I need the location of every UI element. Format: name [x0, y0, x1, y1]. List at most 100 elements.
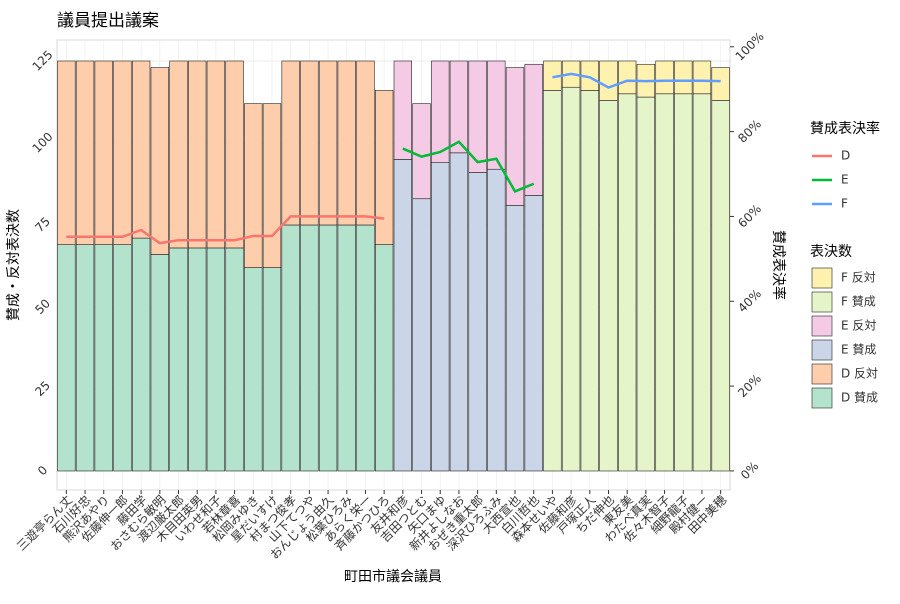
bar: [57, 60, 76, 245]
bar: [75, 244, 95, 472]
y2-tick-label: 0%: [738, 459, 761, 482]
bar: [636, 96, 656, 472]
legend-label: E 賛成: [841, 343, 876, 357]
bar: [206, 247, 226, 472]
legend-swatch: [811, 339, 833, 361]
bar: [337, 60, 356, 226]
bar: [543, 90, 562, 472]
chart-title: 議員提出議案: [57, 11, 159, 31]
bar: [692, 93, 712, 472]
y2-tick-label: 60%: [735, 202, 764, 231]
bar: [131, 237, 151, 472]
legend-label: E: [841, 173, 849, 187]
legend-swatch: [811, 387, 833, 409]
bar: [57, 244, 76, 472]
bar: [262, 267, 282, 472]
bar: [618, 60, 637, 95]
x-axis-title: 町田市議会議員: [344, 568, 442, 585]
y2-tick-label: 80%: [735, 117, 764, 146]
bar: [113, 244, 132, 472]
y-tick-label: 0: [35, 463, 50, 478]
bar: [188, 247, 207, 472]
bar: [674, 60, 693, 95]
y-tick-label: 75: [32, 214, 53, 235]
bar: [487, 168, 506, 472]
bar: [318, 60, 338, 226]
bar: [337, 224, 356, 472]
legend-label: D: [841, 149, 850, 163]
bar: [449, 152, 469, 472]
bar: [356, 60, 375, 226]
bar: [225, 247, 244, 472]
bar: [655, 93, 674, 472]
legend-swatch: [811, 267, 833, 289]
bar: [393, 159, 412, 472]
bar: [131, 60, 151, 239]
bar: [449, 60, 469, 154]
bar: [599, 60, 618, 101]
bar: [300, 224, 319, 472]
bar: [75, 60, 95, 245]
legend-label: F: [841, 197, 848, 211]
bar: [375, 244, 394, 472]
bar: [711, 67, 730, 101]
bar: [561, 86, 581, 472]
bar: [169, 60, 188, 249]
y2-tick-label: 100%: [733, 29, 767, 63]
y-tick-label: 50: [32, 296, 53, 317]
bar: [412, 198, 431, 472]
y2-tick-label: 20%: [735, 371, 764, 400]
rate-line: [402, 140, 535, 193]
bar: [431, 162, 450, 472]
y-tick-label: 25: [32, 378, 53, 399]
bar: [281, 224, 300, 472]
bar: [412, 103, 431, 200]
bar: [188, 60, 207, 249]
bar: [94, 60, 113, 245]
y-tick-label: 125: [30, 48, 56, 74]
legend-swatch: [811, 291, 833, 313]
bar: [281, 60, 300, 226]
bar: [618, 93, 637, 472]
legend-label: F 賛成: [841, 295, 876, 309]
bar: [468, 172, 487, 472]
bar: [318, 224, 338, 472]
bar: [487, 60, 506, 170]
bar: [94, 244, 113, 472]
bar: [262, 103, 282, 268]
bar: [150, 67, 169, 255]
bar: [505, 205, 525, 472]
bar: [711, 100, 730, 472]
plot-panel: [56, 39, 731, 491]
rate-line: [66, 215, 385, 245]
bar: [206, 60, 226, 249]
bar: [431, 60, 450, 163]
legend-label: E 反対: [841, 319, 876, 333]
bar: [580, 90, 599, 472]
bar: [524, 63, 543, 196]
bar: [244, 267, 263, 472]
bar: [225, 60, 244, 249]
legend-label: F 反対: [841, 271, 876, 285]
y2-tick-label: 40%: [735, 287, 764, 316]
y-tick-label: 100: [30, 130, 56, 156]
bar: [300, 60, 319, 226]
bar: [468, 60, 487, 173]
bar: [244, 103, 263, 268]
legend-title: 表決数: [810, 244, 852, 260]
legend-label: D 賛成: [841, 391, 878, 405]
y2-axis-title: 賛成表決率: [770, 230, 787, 300]
bar: [113, 60, 132, 245]
bar: [524, 195, 543, 472]
bar: [655, 60, 674, 95]
legend-swatch: [811, 315, 833, 337]
rate-line: [552, 72, 721, 89]
bar: [356, 224, 375, 472]
bar: [505, 67, 525, 206]
legend-title: 賛成表決率: [810, 120, 880, 137]
legend-label: D 反対: [841, 367, 878, 381]
bar: [692, 60, 712, 95]
bar: [599, 100, 618, 472]
bar: [169, 247, 188, 472]
